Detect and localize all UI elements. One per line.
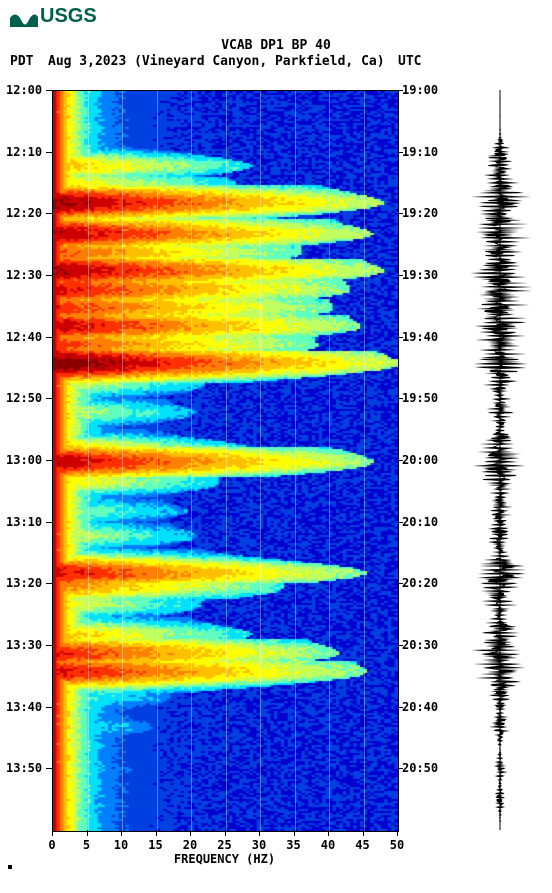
freq-tick-label: 25 xyxy=(217,838,231,852)
freq-tick-label: 35 xyxy=(286,838,300,852)
time-tick-label: 19:30 xyxy=(402,268,438,282)
time-tick-label: 19:00 xyxy=(402,83,438,97)
chart-title: VCAB DP1 BP 40 xyxy=(0,38,552,53)
time-tick-label: 19:10 xyxy=(402,145,438,159)
header-date: Aug 3,2023 (Vineyard Canyon, Parkfield, … xyxy=(48,54,385,69)
time-tick-label: 12:00 xyxy=(6,83,42,97)
freq-tick-label: 45 xyxy=(355,838,369,852)
right-time-axis: 19:0019:1019:2019:3019:4019:5020:0020:10… xyxy=(402,90,452,830)
freq-tick-label: 10 xyxy=(114,838,128,852)
time-tick-label: 20:10 xyxy=(402,515,438,529)
time-tick-label: 19:40 xyxy=(402,330,438,344)
x-axis-label: FREQUENCY (HZ) xyxy=(52,852,397,866)
time-tick-label: 13:10 xyxy=(6,515,42,529)
left-time-axis: 12:0012:1012:2012:3012:4012:5013:0013:10… xyxy=(6,90,50,830)
time-tick-label: 12:10 xyxy=(6,145,42,159)
usgs-logo: USGS xyxy=(10,5,97,28)
corner-dot xyxy=(8,865,12,869)
time-tick-label: 13:40 xyxy=(6,700,42,714)
time-tick-label: 20:30 xyxy=(402,638,438,652)
spectrogram xyxy=(52,90,399,832)
time-tick-label: 13:50 xyxy=(6,761,42,775)
wave-icon xyxy=(10,7,38,27)
freq-tick-label: 20 xyxy=(183,838,197,852)
header-pdt: PDT xyxy=(10,54,33,69)
time-tick-label: 20:50 xyxy=(402,761,438,775)
freq-tick-label: 15 xyxy=(148,838,162,852)
time-tick-label: 13:30 xyxy=(6,638,42,652)
time-tick-label: 12:40 xyxy=(6,330,42,344)
seismogram xyxy=(455,90,545,830)
time-tick-label: 20:00 xyxy=(402,453,438,467)
time-tick-label: 12:20 xyxy=(6,206,42,220)
logo-text: USGS xyxy=(40,5,97,28)
header-utc: UTC xyxy=(398,54,421,69)
freq-tick-label: 40 xyxy=(321,838,335,852)
freq-tick-label: 50 xyxy=(390,838,404,852)
time-tick-label: 19:50 xyxy=(402,391,438,405)
time-tick-label: 13:20 xyxy=(6,576,42,590)
freq-tick-label: 5 xyxy=(83,838,90,852)
time-tick-label: 13:00 xyxy=(6,453,42,467)
freq-tick-label: 0 xyxy=(48,838,55,852)
time-tick-label: 12:50 xyxy=(6,391,42,405)
freq-tick-label: 30 xyxy=(252,838,266,852)
time-tick-label: 12:30 xyxy=(6,268,42,282)
time-tick-label: 19:20 xyxy=(402,206,438,220)
time-tick-label: 20:40 xyxy=(402,700,438,714)
time-tick-label: 20:20 xyxy=(402,576,438,590)
